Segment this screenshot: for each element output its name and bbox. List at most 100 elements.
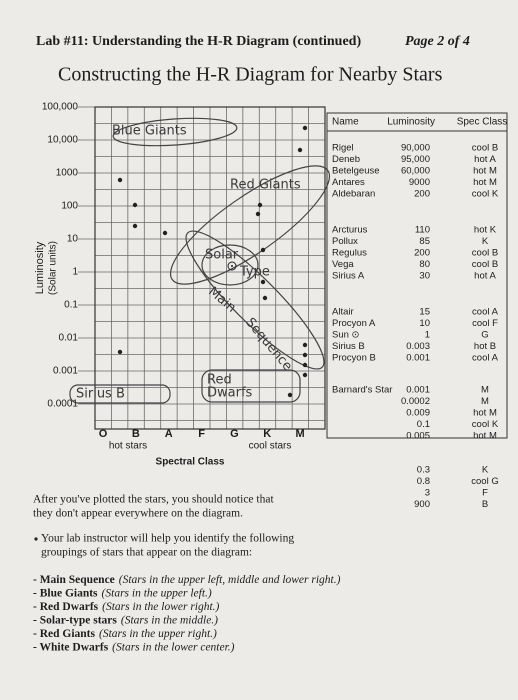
spec-class: B <box>482 499 488 510</box>
star-dot <box>231 265 233 267</box>
y-label: 0.1 <box>64 300 78 311</box>
spec-class: hot B <box>474 341 496 352</box>
annotation: Solar <box>205 248 239 263</box>
annotation: Dwarfs <box>207 386 253 401</box>
annotation: Red <box>207 373 232 388</box>
table-header: Spec Class <box>457 117 508 128</box>
spectral-letter: G <box>230 428 239 440</box>
star-name: Rigel <box>332 143 354 154</box>
paragraph-line: they don't appear everywhere on the diag… <box>33 508 243 520</box>
luminosity: 200 <box>414 248 430 259</box>
spectral-letter: O <box>99 428 108 440</box>
spectral-letter: A <box>165 428 173 440</box>
star-dot <box>132 202 138 208</box>
spectral-letter: B <box>132 428 140 440</box>
star-dot <box>302 352 308 358</box>
group-desc: (Stars in the upper left.) <box>102 587 212 599</box>
spec-class: cool B <box>472 248 498 259</box>
y-units: (Solar units) <box>48 241 59 295</box>
luminosity: 0.1 <box>417 419 430 430</box>
star-name: Procyon A <box>332 318 376 329</box>
table-header: Luminosity <box>387 117 435 128</box>
star-dot <box>260 247 266 253</box>
cool-label: cool stars <box>249 441 292 452</box>
star-dot <box>297 147 303 153</box>
luminosity: 80 <box>419 259 430 270</box>
solar-outline <box>201 244 259 286</box>
luminosity: 200 <box>414 189 430 200</box>
luminosity: 1 <box>425 330 430 341</box>
star-name: Barnard's Star <box>332 385 392 396</box>
table-header: Name <box>332 117 359 128</box>
spec-class: cool K <box>472 419 499 430</box>
hot-label: hot stars <box>109 441 147 452</box>
star-name: Vega <box>332 259 354 270</box>
luminosity: 30 <box>419 271 430 282</box>
star-name: Altair <box>332 307 354 318</box>
y-label: 10 <box>67 234 79 245</box>
star-dot <box>262 295 268 301</box>
spec-class: hot K <box>474 225 497 236</box>
y-label: 0.0001 <box>47 399 78 410</box>
star-name: Procyon B <box>332 353 376 364</box>
star-dot <box>287 392 293 398</box>
luminosity: 85 <box>419 236 430 247</box>
annotation: Sirius B <box>76 387 125 402</box>
luminosity: 0.3 <box>417 465 430 476</box>
star-name: Regulus <box>332 248 367 259</box>
star-dot <box>260 279 266 285</box>
star-name: Aldebaran <box>332 189 375 200</box>
star-name: Pollux <box>332 236 358 247</box>
star-name: Sirius A <box>332 271 365 282</box>
spec-class: K <box>482 236 489 247</box>
star-dot <box>117 177 123 183</box>
spec-class: K <box>482 465 489 476</box>
luminosity: 110 <box>415 225 430 236</box>
star-name: Antares <box>332 177 365 188</box>
annotation: Red Giants <box>230 178 301 193</box>
y-label: 0.001 <box>53 366 78 377</box>
luminosity: 0.005 <box>406 431 430 442</box>
luminosity: 3 <box>425 488 430 499</box>
luminosity: 9000 <box>409 177 430 188</box>
star-table: Name Luminosity Spec Class Rigel 90,000 cool … <box>326 117 508 510</box>
group-term: - Red Giants <box>33 628 96 640</box>
spec-class: M <box>481 396 489 407</box>
spec-class: hot M <box>473 431 497 442</box>
spec-class: cool A <box>472 307 499 318</box>
star-dot <box>257 202 263 208</box>
group-item: - Main Sequence (Stars in the upper left,… <box>33 574 341 586</box>
star-name: Sirius B <box>332 341 365 352</box>
star-dot <box>255 211 261 217</box>
group-desc: (Stars in the middle.) <box>121 614 218 626</box>
star-dot <box>302 372 308 378</box>
y-label: 100 <box>61 201 78 212</box>
star-dot <box>302 342 308 348</box>
red-giants-outline <box>169 165 331 285</box>
group-term: - Main Sequence <box>33 574 115 586</box>
spec-class: cool B <box>472 143 498 154</box>
luminosity: 0.001 <box>406 385 430 396</box>
spec-class: hot M <box>473 166 497 177</box>
spectral-letter: M <box>296 428 305 440</box>
star-dot <box>302 125 308 131</box>
spec-class: G <box>481 330 488 341</box>
spec-class: M <box>481 385 489 396</box>
annotation: Blue Giants <box>112 124 187 139</box>
y-label: 1 <box>72 267 78 278</box>
luminosity: 0.8 <box>417 476 430 487</box>
grid-frame <box>94 106 326 430</box>
page-number: Page 2 of 4 <box>405 34 470 49</box>
group-item: - Red Giants (Stars in the upper right.) <box>33 628 217 640</box>
spec-class: hot M <box>473 177 497 188</box>
group-item: - Red Dwarfs (Stars in the lower right.) <box>33 601 220 613</box>
group-term: - Blue Giants <box>33 587 98 599</box>
group-item: - Blue Giants (Stars in the upper left.) <box>33 587 212 599</box>
luminosity: 15 <box>419 307 430 318</box>
luminosity: 0.001 <box>406 353 430 364</box>
star-name: Sun ⊙ <box>332 330 360 341</box>
sun-symbol <box>227 261 237 271</box>
y-label: 10,000 <box>47 135 78 146</box>
luminosity: 0.003 <box>406 341 430 352</box>
